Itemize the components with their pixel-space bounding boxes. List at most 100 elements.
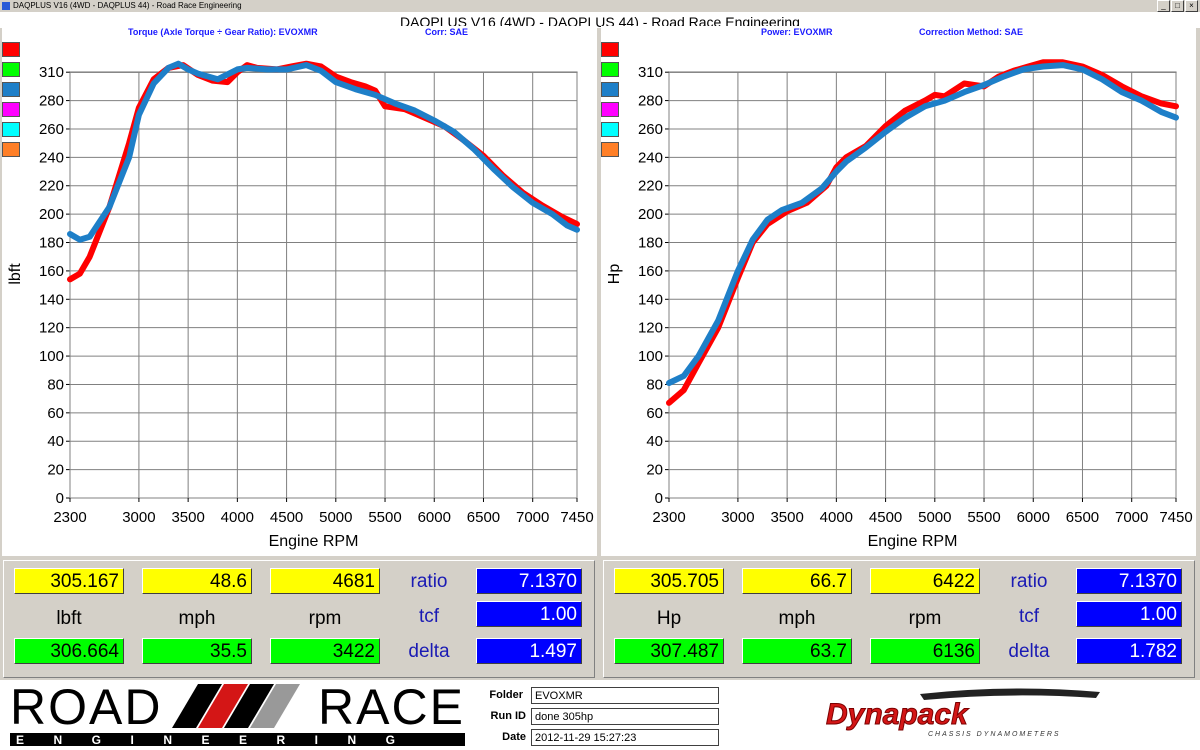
series-swatch-orange[interactable] <box>2 142 20 157</box>
peak-rpm-value: 3422 <box>270 638 380 664</box>
y-tick-label: 240 <box>39 149 64 166</box>
main-title: DAQPLUS V16 (4WD - DAQPLUS 44) - Road Ra… <box>0 12 1200 28</box>
peak-rpm-value: 6136 <box>870 638 980 664</box>
ratio-label: ratio <box>1010 571 1048 592</box>
ratio-value: 7.1370 <box>1076 568 1182 594</box>
ratio-value: 7.1370 <box>476 568 582 594</box>
series-swatch-red[interactable] <box>601 42 619 57</box>
x-axis-label: Engine RPM <box>868 533 958 550</box>
y-tick-label: 310 <box>638 64 663 81</box>
close-button[interactable]: × <box>1185 0 1198 12</box>
y-tick-label: 310 <box>39 64 64 81</box>
cursor-mph-value: 48.6 <box>142 568 252 594</box>
power-series-swatches <box>601 42 619 162</box>
x-tick-label: 6000 <box>418 509 451 526</box>
x-tick-label: 4000 <box>221 509 254 526</box>
y-tick-label: 100 <box>638 348 663 365</box>
plot-area <box>69 71 578 499</box>
power-chart: 0 20 40 60 80 100 120 140 160 180 200 220 240 260 280 3… <box>606 59 1193 550</box>
series-swatch-orange[interactable] <box>601 142 619 157</box>
torque-chart-panel: Torque (Axle Torque ÷ Gear Ratio): EVOXM… <box>2 26 597 556</box>
series-swatch-magenta[interactable] <box>2 102 20 117</box>
y-tick-label: 260 <box>638 121 663 138</box>
logo-slash-4 <box>250 684 300 728</box>
series-line-blue <box>666 62 1179 386</box>
y-axis-label: lbft <box>7 263 24 285</box>
x-tick-label: 7000 <box>1115 509 1148 526</box>
plot-area <box>668 71 1177 499</box>
y-tick-label: 280 <box>39 93 64 110</box>
folder-label: Folder <box>489 689 523 701</box>
x-tick-label: 3000 <box>721 509 754 526</box>
y-tick-label: 40 <box>47 433 64 450</box>
series-swatch-cyan[interactable] <box>2 122 20 137</box>
ratio-label: ratio <box>410 571 448 592</box>
footer: ROAD RACE ENGINEERING Folder Run ID Date… <box>0 680 1200 750</box>
tcf-label: tcf <box>1018 606 1040 627</box>
run-id-field[interactable]: done 305hp <box>531 708 719 725</box>
app-icon <box>2 2 10 10</box>
cursor-rpm-value: 6422 <box>870 568 980 594</box>
delta-value: 1.497 <box>476 638 582 664</box>
series-line-blue <box>67 60 580 243</box>
series-swatch-blue[interactable] <box>2 82 20 97</box>
series-swatch-green[interactable] <box>601 62 619 77</box>
logo-dynapack-text: Dynapack <box>826 698 969 731</box>
y-axis-label: Hp <box>606 264 623 285</box>
rpm-unit-label: rpm <box>908 608 942 629</box>
maximize-button[interactable]: □ <box>1171 0 1184 12</box>
folder-field[interactable]: EVOXMR <box>531 687 719 704</box>
delta-value: 1.782 <box>1076 638 1182 664</box>
logo-road-text: ROAD <box>10 680 162 735</box>
torque-series-swatches <box>2 42 20 162</box>
logo-slash-3 <box>224 684 274 728</box>
torque-chart-subtitle: Torque (Axle Torque ÷ Gear Ratio): EVOXM… <box>2 26 597 38</box>
power-chart-panel: Power: EVOXMR Correction Method: SAE 0 20… <box>601 26 1196 556</box>
x-tick-label: 2300 <box>652 509 685 526</box>
y-tick-label: 280 <box>638 93 663 110</box>
x-tick-label: 7450 <box>1159 509 1192 526</box>
date-field[interactable]: 2012-11-29 15:27:23 <box>531 729 719 746</box>
x-tick-label: 7000 <box>516 509 549 526</box>
series-swatch-green[interactable] <box>2 62 20 77</box>
y-tick-label: 120 <box>39 320 64 337</box>
series-swatch-red[interactable] <box>2 42 20 57</box>
run-id-label: Run ID <box>490 710 526 722</box>
y-tick-label: 60 <box>646 405 663 422</box>
logo-swoosh <box>920 688 1100 700</box>
y-tick-label: 60 <box>47 405 64 422</box>
torque-readout-panel: 305.167 48.6 4681 lbft mph rpm 306.664 3… <box>3 560 595 678</box>
cursor-power-value: 305.705 <box>614 568 724 594</box>
y-tick-label: 40 <box>646 433 663 450</box>
x-tick-label: 5500 <box>368 509 401 526</box>
x-tick-label: 7450 <box>560 509 593 526</box>
minimize-button[interactable]: _ <box>1157 0 1170 12</box>
y-tick-label: 0 <box>655 490 663 507</box>
power-readout-panel: 305.705 66.7 6422 Hp mph rpm 307.487 63.… <box>603 560 1195 678</box>
x-tick-label: 3500 <box>770 509 803 526</box>
x-tick-label: 6500 <box>467 509 500 526</box>
y-tick-label: 220 <box>39 178 64 195</box>
delta-label: delta <box>408 641 450 662</box>
y-tick-label: 80 <box>646 376 663 393</box>
series-swatch-magenta[interactable] <box>601 102 619 117</box>
x-tick-label: 4500 <box>869 509 902 526</box>
series-swatch-blue[interactable] <box>601 82 619 97</box>
rpm-unit-label: rpm <box>308 608 342 629</box>
y-tick-label: 20 <box>646 462 663 479</box>
x-tick-label: 5000 <box>319 509 352 526</box>
power-subtitle-correction: Correction Method: SAE <box>919 27 1024 37</box>
window-title: DAQPLUS V16 (4WD - DAQPLUS 44) - Road Ra… <box>13 1 242 10</box>
y-tick-label: 140 <box>39 291 64 308</box>
y-tick-label: 160 <box>39 263 64 280</box>
road-race-logo: ROAD RACE ENGINEERING <box>10 680 465 747</box>
y-tick-label: 200 <box>39 206 64 223</box>
cursor-rpm-value: 4681 <box>270 568 380 594</box>
series-swatch-cyan[interactable] <box>601 122 619 137</box>
x-tick-label: 4000 <box>820 509 853 526</box>
window-titlebar: DAQPLUS V16 (4WD - DAQPLUS 44) - Road Ra… <box>0 0 1200 12</box>
y-tick-label: 100 <box>39 348 64 365</box>
y-tick-label: 120 <box>638 320 663 337</box>
power-subtitle-source: Power: EVOXMR <box>761 27 833 37</box>
logo-slash-2 <box>198 684 248 728</box>
